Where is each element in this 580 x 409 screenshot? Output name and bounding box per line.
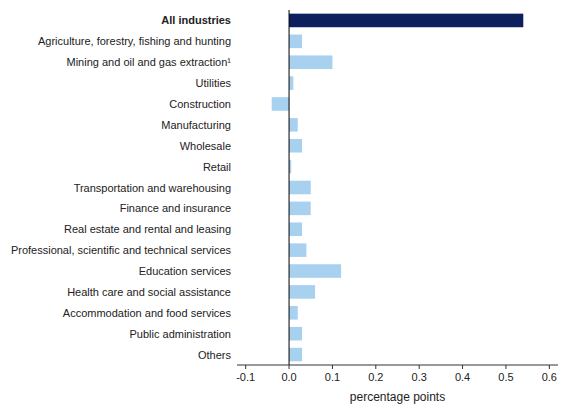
x-tick: [549, 365, 550, 369]
bar: [289, 14, 523, 28]
category-label: Education services: [139, 265, 232, 277]
x-tick: [462, 365, 463, 369]
bar: [289, 285, 315, 299]
category-label: Others: [198, 349, 232, 361]
category-label: Manufacturing: [161, 119, 231, 131]
y-axis-labels: Others Public administration Accommodation…: [11, 14, 232, 360]
category-label: Mining and oil and gas extraction¹: [67, 56, 232, 68]
bar: [289, 118, 298, 132]
category-label: Wholesale: [180, 140, 231, 152]
bar: [289, 139, 302, 153]
x-tick-label: 0.6: [542, 371, 557, 383]
x-axis: -0.1 0.0 0.1 0.2 0.3 0.4 0.5 0.6: [236, 365, 558, 383]
category-label: Utilities: [196, 77, 232, 89]
x-tick-label: 0.3: [412, 371, 427, 383]
bar: [289, 76, 293, 90]
category-label: Agriculture, forestry, fishing and hunti…: [38, 35, 231, 47]
x-tick-label: -0.1: [236, 371, 255, 383]
bars: [272, 14, 524, 362]
category-label: Public administration: [130, 328, 232, 340]
x-axis-label: percentage points: [350, 390, 445, 404]
bar: [289, 264, 341, 278]
bar: [289, 348, 302, 362]
bar: [289, 327, 302, 341]
x-tick-label: 0.1: [325, 371, 340, 383]
category-label: Accommodation and food services: [63, 307, 232, 319]
x-tick: [289, 365, 290, 369]
bar: [289, 243, 306, 257]
x-tick: [375, 365, 376, 369]
category-label: Retail: [203, 161, 231, 173]
bar: [289, 181, 311, 195]
chart-svg: Others Public administration Accommodation…: [0, 0, 580, 409]
zero-line: [289, 10, 290, 365]
x-tick: [419, 365, 420, 369]
category-label: Real estate and rental and leasing: [64, 223, 231, 235]
x-axis-line: [237, 365, 558, 366]
category-label: All industries: [161, 14, 231, 26]
x-tick: [332, 365, 333, 369]
bar: [289, 222, 302, 236]
x-tick-label: 0.0: [281, 371, 296, 383]
x-tick-label: 0.5: [498, 371, 513, 383]
bar: [272, 97, 289, 111]
chart-container: Others Public administration Accommodation…: [0, 0, 580, 409]
x-tick-label: 0.4: [455, 371, 470, 383]
x-tick-label: 0.2: [368, 371, 383, 383]
x-tick: [245, 365, 246, 369]
category-label: Health care and social assistance: [67, 286, 231, 298]
x-tick: [505, 365, 506, 369]
category-label: Finance and insurance: [120, 202, 231, 214]
category-label: Professional, scientific and technical s…: [11, 244, 232, 256]
bar: [289, 55, 332, 69]
category-label: Construction: [169, 98, 231, 110]
bar: [289, 202, 311, 216]
bar: [289, 35, 302, 49]
category-label: Transportation and warehousing: [74, 182, 231, 194]
bar: [289, 306, 298, 320]
